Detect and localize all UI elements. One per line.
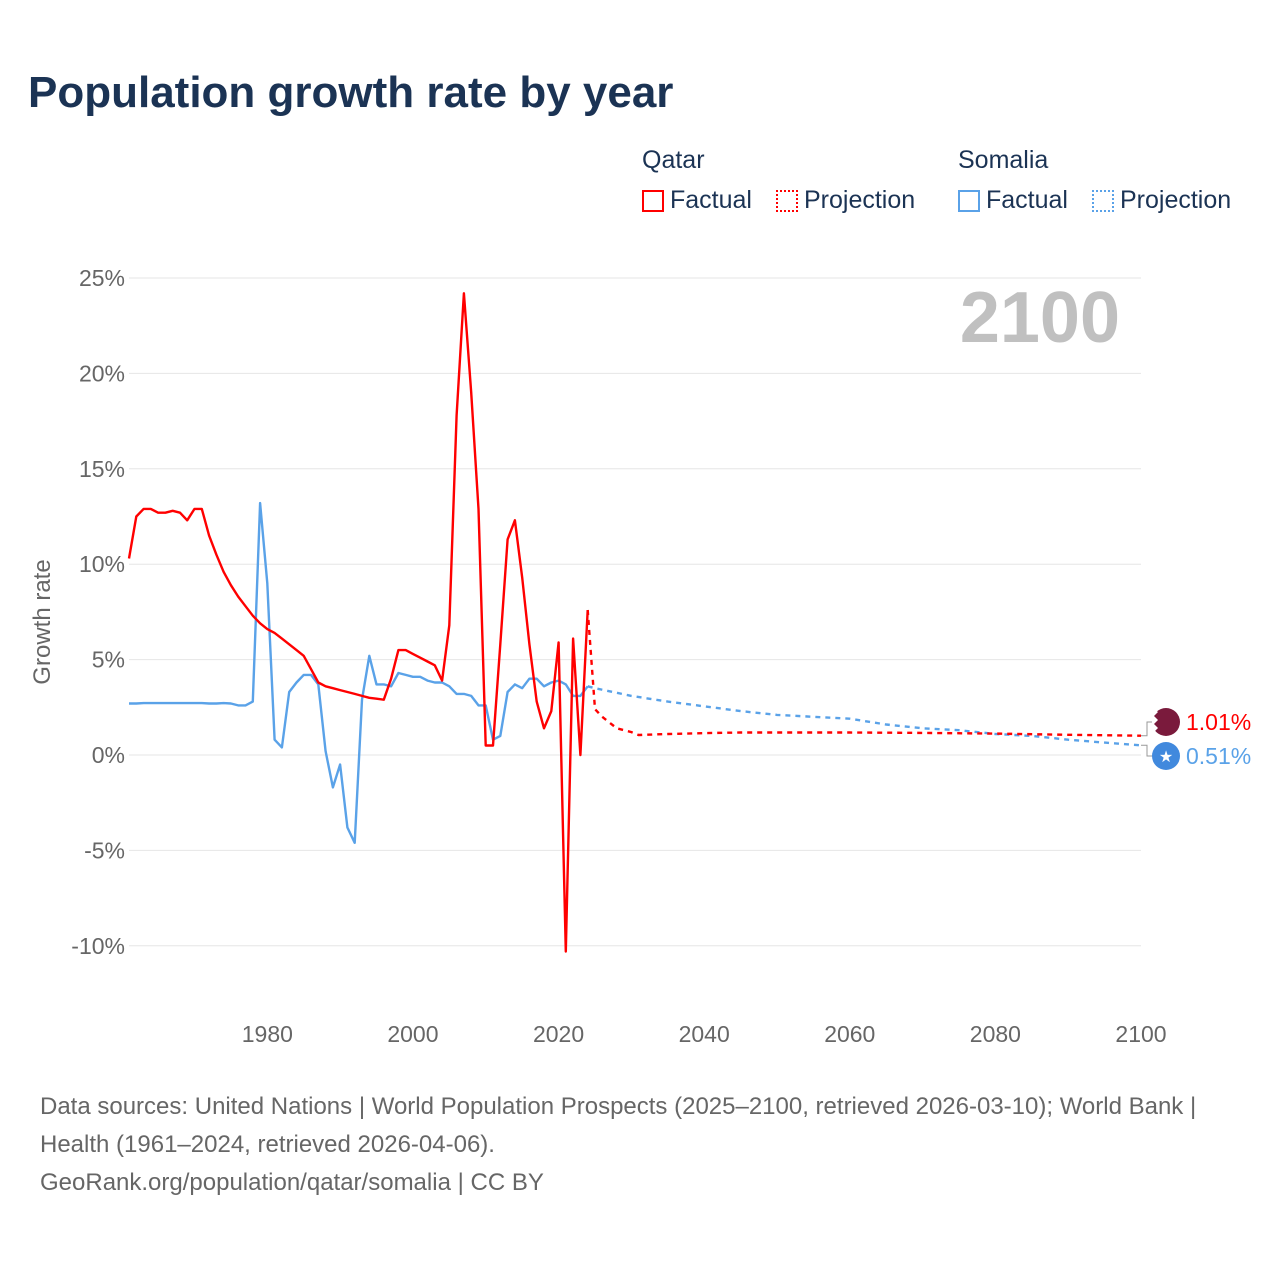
qatar-end-connector (1141, 721, 1153, 737)
y-axis-label: Growth rate (29, 559, 56, 684)
source-note: Data sources: United Nations | World Pop… (40, 1088, 1240, 1202)
legend-group-qatar: Qatar (642, 146, 705, 174)
x-tick-label: 1980 (242, 1021, 293, 1047)
legend-qatar-projection[interactable]: Projection (776, 186, 915, 215)
legend-swatch-dotted (776, 189, 798, 212)
legend-label: Projection (804, 186, 916, 214)
source-link[interactable]: GeoRank.org/population/qatar/somalia | C… (40, 1169, 544, 1196)
legend-qatar-factual[interactable]: Factual (642, 186, 752, 215)
somalia-factual-line (129, 501, 589, 844)
legend-somalia-factual[interactable]: Factual (958, 186, 1068, 215)
qatar-end-value-label: 1.01% (1186, 709, 1251, 735)
somalia-end-connector (1141, 744, 1153, 757)
somalia-flag-icon (1152, 742, 1180, 770)
legend-somalia-projection[interactable]: Projection (1092, 186, 1231, 215)
somalia-flag-star-icon: ★ (1159, 749, 1173, 766)
x-tick-label: 2000 (387, 1021, 438, 1047)
y-tick-label: -5% (84, 837, 125, 863)
y-tick-label: 5% (92, 647, 125, 673)
x-tick-label: 2040 (679, 1021, 730, 1047)
y-tick-label: 10% (79, 551, 125, 577)
y-tick-label: 0% (92, 742, 125, 768)
qatar-flag-serration (1152, 708, 1158, 736)
x-tick-label: 2100 (1115, 1021, 1166, 1047)
somalia-projection-line (587, 685, 1142, 747)
y-tick-label: 15% (79, 456, 125, 482)
legend-swatch-dotted (1092, 189, 1114, 212)
somalia-end-value-label: 0.51% (1186, 743, 1251, 769)
legend-label: Projection (1120, 186, 1232, 214)
legend-label: Factual (986, 186, 1068, 214)
legend-group-somalia: Somalia (958, 146, 1049, 174)
legend-label: Factual (670, 186, 752, 214)
x-tick-label: 2060 (824, 1021, 875, 1047)
y-tick-label: 20% (79, 360, 125, 386)
x-tick-label: 2020 (533, 1021, 584, 1047)
chart-title: Population growth rate by year (28, 68, 674, 117)
y-tick-label: -10% (71, 933, 125, 959)
qatar-flag-icon (1152, 708, 1180, 736)
legend-swatch-solid (642, 189, 664, 212)
year-watermark: 2100 (960, 278, 1120, 358)
legend-swatch-solid (958, 189, 980, 212)
source-line: Data sources: United Nations | World Pop… (40, 1093, 1197, 1158)
qatar-projection-line (586, 609, 1142, 737)
qatar-factual-line (127, 292, 589, 953)
x-tick-label: 2080 (970, 1021, 1021, 1047)
y-tick-label: 25% (79, 265, 125, 291)
